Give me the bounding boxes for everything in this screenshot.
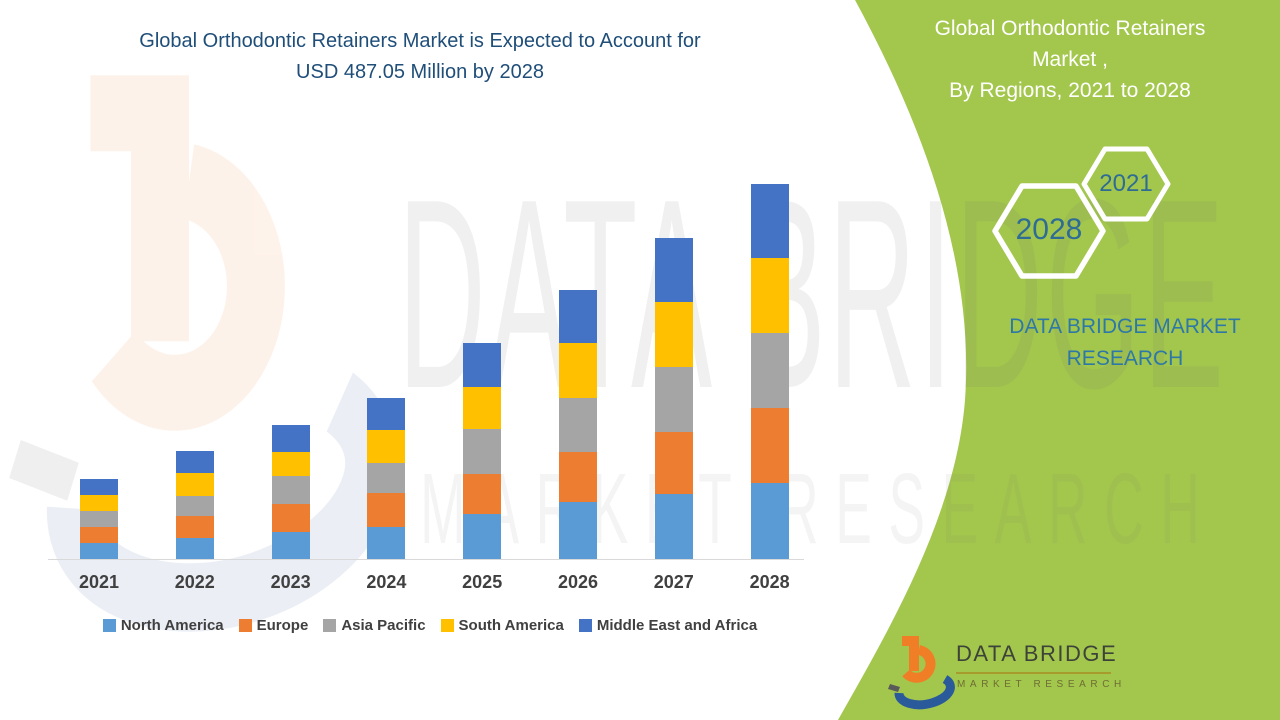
bar-2021 <box>80 479 118 559</box>
legend-item-south-america: South America <box>440 617 564 634</box>
bar-segment-europe <box>175 516 214 538</box>
bar-segment-south-america <box>271 451 310 476</box>
x-axis-label-2026: 2026 <box>557 572 599 592</box>
bar-segment-north-america <box>271 531 310 559</box>
brand-text: DATA BRIDGE MARKET RESEARCH <box>950 311 1280 375</box>
x-axis-label-2028: 2028 <box>749 572 790 592</box>
bar-segment-north-america <box>367 526 406 559</box>
bar-2025 <box>463 343 502 559</box>
bar-segment-asia-pacific <box>271 475 310 505</box>
bar-segment-south-america <box>80 495 118 511</box>
bar-segment-asia-pacific <box>559 398 597 452</box>
bar-2022 <box>175 451 214 559</box>
bar-segment-middle-east-and-africa <box>654 238 693 302</box>
bar-segment-asia-pacific <box>80 511 118 527</box>
panel-title-line1: Global Orthodontic Retainers <box>934 17 1206 40</box>
bar-segment-europe <box>750 408 789 483</box>
legend-label: Middle East and Africa <box>596 617 758 634</box>
footer-logo-underline <box>956 672 1111 674</box>
bar-segment-middle-east-and-africa <box>463 343 502 387</box>
legend-swatch <box>578 619 592 632</box>
x-axis-label-2025: 2025 <box>462 572 503 592</box>
bar-segment-south-america <box>463 387 502 429</box>
bar-segment-asia-pacific <box>750 333 789 408</box>
bar-segment-middle-east-and-africa <box>750 184 789 258</box>
bar-segment-europe <box>80 527 118 543</box>
legend-item-middle-east-and-africa: Middle East and Africa <box>578 617 758 634</box>
hexagon-year-2028: 2028 <box>1015 213 1083 246</box>
bar-segment-north-america <box>463 514 502 559</box>
bar-segment-north-america <box>80 543 118 559</box>
panel-title-line3: By Regions, 2021 to 2028 <box>949 79 1191 102</box>
bar-2027 <box>654 238 693 559</box>
brand-text-line1: DATA BRIDGE MARKET <box>1009 315 1241 338</box>
bar-2026 <box>559 290 597 559</box>
bar-segment-south-america <box>750 258 789 333</box>
legend-item-asia-pacific: Asia Pacific <box>323 617 426 634</box>
bar-segment-europe <box>367 493 406 527</box>
legend-swatch <box>440 619 454 632</box>
footer-logo-brand: DATA BRIDGE <box>956 641 1118 666</box>
brand-text-line2: RESEARCH <box>1066 347 1184 370</box>
legend-label: Europe <box>256 617 309 634</box>
bar-2023 <box>271 425 310 559</box>
bar-segment-south-america <box>367 430 406 463</box>
bar-segment-south-america <box>654 302 693 367</box>
bar-segment-north-america <box>654 494 693 559</box>
bar-segment-north-america <box>750 483 789 559</box>
x-axis-label-2021: 2021 <box>78 572 120 592</box>
legend-swatch <box>323 619 337 632</box>
bar-segment-asia-pacific <box>367 462 406 494</box>
panel-title-line2: Market , <box>1032 48 1108 71</box>
x-axis-line <box>48 559 804 560</box>
panel-title: Global Orthodontic Retainers Market , By… <box>880 13 1260 106</box>
x-axis-label-2022: 2022 <box>174 572 215 592</box>
bar-segment-middle-east-and-africa <box>80 479 118 495</box>
hexagon-year-2021: 2021 <box>1099 170 1153 197</box>
bar-segment-asia-pacific <box>463 429 502 474</box>
x-axis-label-2023: 2023 <box>270 572 311 592</box>
legend-swatch <box>238 619 252 632</box>
bar-segment-north-america <box>175 538 214 559</box>
stacked-bar-chart: 2021 2022 2023 2024 2025 2026 2027 2028 North A… <box>40 184 820 634</box>
bar-segment-europe <box>463 474 502 514</box>
bar-2028 <box>750 184 789 559</box>
footer-logo-tagline: MARKET RESEARCH <box>957 679 1126 690</box>
chart-legend: North America Europe Asia Pacific South Ame… <box>40 617 820 634</box>
legend-label: North America <box>120 617 224 634</box>
bar-2024 <box>367 398 406 559</box>
legend-swatch <box>102 619 116 632</box>
x-axis-label-2024: 2024 <box>366 572 407 592</box>
bar-segment-middle-east-and-africa <box>175 451 214 473</box>
bar-segment-middle-east-and-africa <box>367 398 406 431</box>
legend-item-north-america: North America <box>102 617 224 634</box>
legend-label: Asia Pacific <box>341 617 426 634</box>
bar-segment-europe <box>654 432 693 494</box>
bar-segment-europe <box>271 504 310 532</box>
bar-segment-middle-east-and-africa <box>559 290 597 343</box>
legend-label: South America <box>458 617 564 634</box>
bar-segment-asia-pacific <box>175 496 214 516</box>
bar-segment-middle-east-and-africa <box>271 425 310 452</box>
footer-logo-icon <box>888 636 950 705</box>
bar-segment-europe <box>559 452 597 502</box>
bar-segment-south-america <box>175 472 214 496</box>
bar-segment-north-america <box>559 502 597 559</box>
x-axis-label-2027: 2027 <box>653 572 694 592</box>
bar-segment-south-america <box>559 343 597 398</box>
legend-item-europe: Europe <box>238 617 309 634</box>
bar-segment-asia-pacific <box>654 367 693 432</box>
